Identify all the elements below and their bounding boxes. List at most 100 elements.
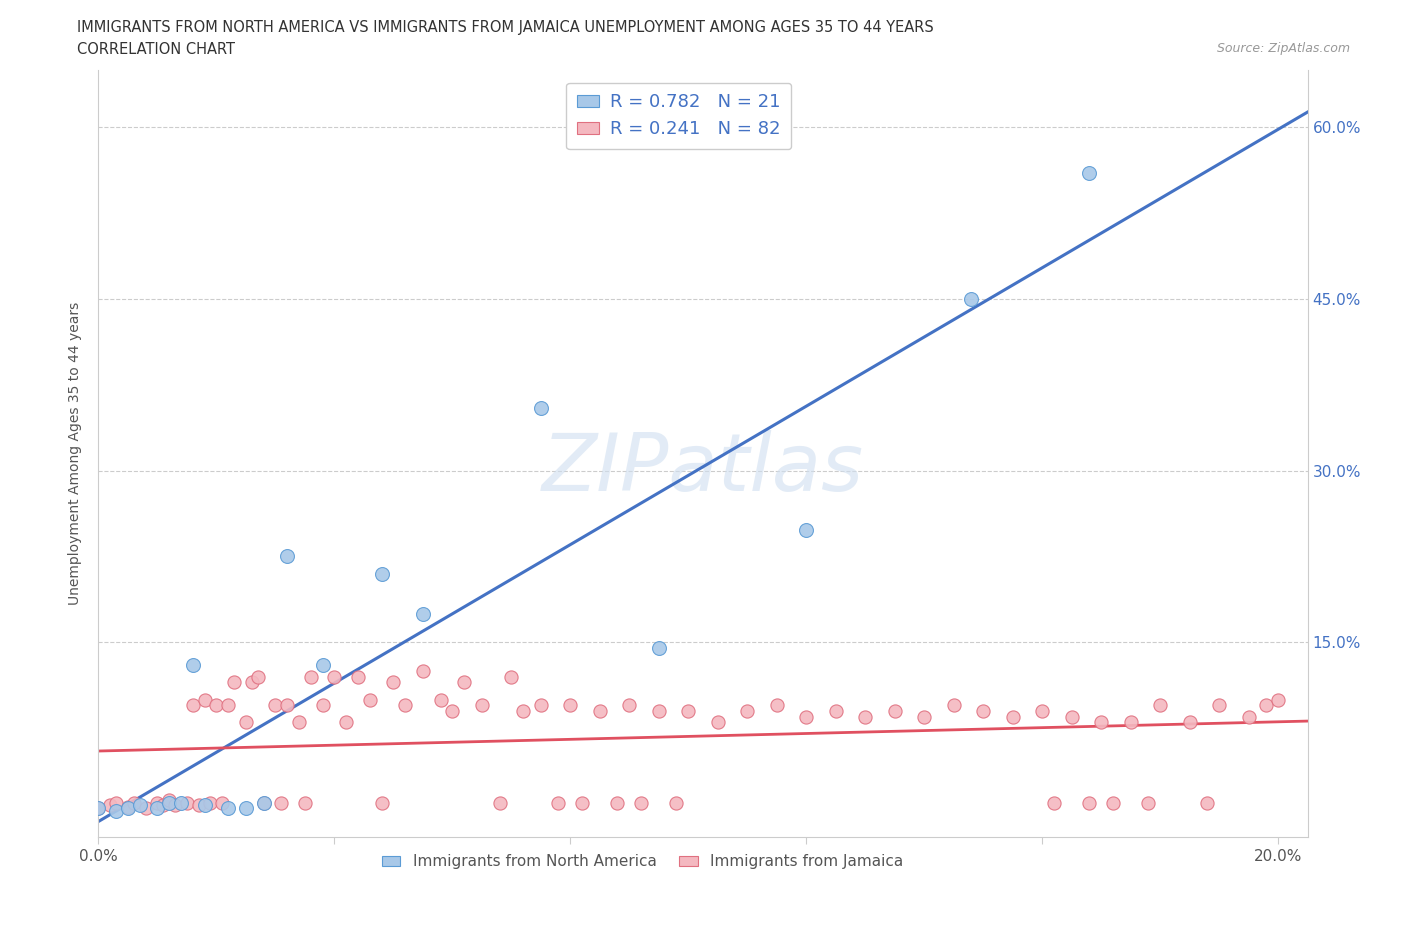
- Point: [1178, 715, 1201, 730]
- Point: [311, 698, 333, 712]
- Point: [619, 698, 641, 712]
- Point: [117, 800, 139, 815]
- Point: [122, 795, 145, 810]
- Point: [235, 801, 257, 816]
- Point: [706, 715, 728, 730]
- Point: [630, 795, 652, 810]
- Point: [170, 795, 193, 810]
- Point: [347, 670, 370, 684]
- Point: [323, 670, 346, 684]
- Point: [824, 704, 846, 719]
- Point: [501, 670, 523, 684]
- Text: ZIPatlas: ZIPatlas: [541, 430, 865, 508]
- Point: [765, 698, 787, 712]
- Point: [194, 692, 217, 707]
- Text: IMMIGRANTS FROM NORTH AMERICA VS IMMIGRANTS FROM JAMAICA UNEMPLOYMENT AMONG AGES: IMMIGRANTS FROM NORTH AMERICA VS IMMIGRA…: [77, 20, 934, 35]
- Point: [665, 795, 688, 810]
- Point: [883, 704, 905, 719]
- Point: [146, 801, 169, 816]
- Point: [1060, 710, 1083, 724]
- Point: [176, 795, 198, 810]
- Point: [235, 715, 257, 730]
- Point: [794, 523, 817, 538]
- Point: [370, 566, 392, 581]
- Point: [187, 798, 209, 813]
- Point: [157, 795, 180, 810]
- Point: [335, 715, 357, 730]
- Point: [276, 698, 298, 712]
- Point: [589, 704, 612, 719]
- Point: [412, 606, 434, 621]
- Point: [560, 698, 582, 712]
- Point: [606, 795, 628, 810]
- Point: [105, 795, 128, 810]
- Point: [394, 698, 416, 712]
- Point: [1137, 795, 1160, 810]
- Point: [1237, 710, 1260, 724]
- Point: [530, 698, 553, 712]
- Point: [1090, 715, 1112, 730]
- Point: [441, 704, 464, 719]
- Point: [1031, 704, 1053, 719]
- Point: [217, 698, 239, 712]
- Point: [117, 801, 139, 816]
- Point: [1267, 692, 1289, 707]
- Point: [200, 795, 222, 810]
- Point: [960, 291, 983, 306]
- Text: Source: ZipAtlas.com: Source: ZipAtlas.com: [1216, 42, 1350, 55]
- Point: [1197, 795, 1219, 810]
- Point: [382, 675, 405, 690]
- Point: [165, 798, 187, 813]
- Point: [429, 692, 451, 707]
- Point: [146, 795, 169, 810]
- Point: [252, 795, 274, 810]
- Point: [205, 698, 228, 712]
- Point: [87, 801, 110, 816]
- Point: [252, 795, 274, 810]
- Point: [181, 658, 204, 672]
- Point: [1208, 698, 1230, 712]
- Point: [735, 704, 758, 719]
- Point: [294, 795, 316, 810]
- Point: [912, 710, 935, 724]
- Point: [105, 804, 128, 818]
- Point: [87, 801, 110, 816]
- Point: [453, 675, 475, 690]
- Point: [157, 793, 180, 808]
- Point: [1001, 710, 1024, 724]
- Point: [194, 798, 217, 813]
- Point: [1149, 698, 1171, 712]
- Point: [1102, 795, 1125, 810]
- Point: [794, 710, 817, 724]
- Point: [246, 670, 269, 684]
- Text: CORRELATION CHART: CORRELATION CHART: [77, 42, 235, 57]
- Y-axis label: Unemployment Among Ages 35 to 44 years: Unemployment Among Ages 35 to 44 years: [69, 301, 83, 605]
- Point: [942, 698, 965, 712]
- Point: [128, 798, 150, 813]
- Point: [98, 798, 121, 813]
- Point: [152, 798, 174, 813]
- Point: [972, 704, 994, 719]
- Point: [1043, 795, 1066, 810]
- Point: [222, 675, 245, 690]
- Point: [311, 658, 333, 672]
- Point: [359, 692, 381, 707]
- Point: [512, 704, 534, 719]
- Point: [648, 704, 671, 719]
- Point: [1078, 795, 1101, 810]
- Point: [270, 795, 292, 810]
- Point: [370, 795, 392, 810]
- Legend: Immigrants from North America, Immigrants from Jamaica: Immigrants from North America, Immigrant…: [375, 848, 910, 875]
- Point: [530, 400, 553, 415]
- Point: [135, 801, 157, 816]
- Point: [648, 641, 671, 656]
- Point: [217, 801, 239, 816]
- Point: [211, 795, 233, 810]
- Point: [571, 795, 593, 810]
- Point: [488, 795, 510, 810]
- Point: [181, 698, 204, 712]
- Point: [299, 670, 322, 684]
- Point: [547, 795, 569, 810]
- Point: [678, 704, 700, 719]
- Point: [1078, 166, 1101, 180]
